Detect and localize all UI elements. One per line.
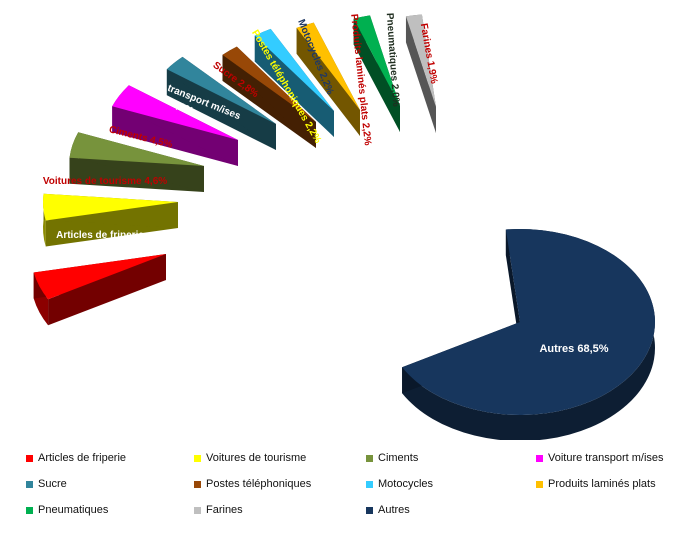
pie-slice-8 bbox=[296, 22, 360, 137]
legend-item: Sucre bbox=[26, 476, 67, 492]
legend-swatch bbox=[536, 480, 543, 488]
legend-label: Motocycles bbox=[378, 478, 434, 490]
pie-slice-2 bbox=[43, 193, 179, 247]
legend-item: Pneumatiques bbox=[26, 502, 108, 518]
legend-label: Postes téléphoniques bbox=[206, 478, 312, 490]
slice-data-label: Articles de friperie 4,9% bbox=[56, 230, 144, 254]
legend-label: Voitures de tourisme bbox=[206, 452, 307, 464]
pie-slice-7 bbox=[254, 28, 334, 138]
legend-item: Farines bbox=[194, 502, 243, 518]
legend-item: Voiture transport m/ises bbox=[536, 450, 664, 466]
legend-swatch bbox=[366, 506, 373, 514]
pie-chart: Articles de friperie 4,9% Voitures de tour… bbox=[33, 13, 656, 440]
legend-item: Postes téléphoniques bbox=[194, 476, 311, 492]
legend-item: Articles de friperie bbox=[26, 450, 126, 466]
legend-item: Motocycles bbox=[366, 476, 433, 492]
pie-slice-11 bbox=[402, 228, 656, 440]
legend-swatch bbox=[536, 454, 543, 462]
pie-slice-9 bbox=[353, 15, 400, 132]
legend-swatch bbox=[366, 454, 373, 462]
legend-label: Produits laminés plats bbox=[548, 478, 656, 490]
legend-swatch bbox=[366, 480, 373, 488]
legend-swatch bbox=[194, 454, 201, 462]
legend-label: Voiture transport m/ises bbox=[548, 452, 664, 464]
legend-item: Ciments bbox=[366, 450, 418, 466]
legend-swatch bbox=[194, 506, 201, 514]
slice-data-label: Autres 68,5% bbox=[539, 343, 608, 355]
pie-slice-1 bbox=[33, 254, 166, 326]
pie-slice-5 bbox=[166, 56, 276, 150]
legend-label: Autres bbox=[378, 504, 410, 516]
pie-slice-10 bbox=[405, 14, 436, 134]
legend-swatch bbox=[26, 480, 33, 488]
pie-slice-4 bbox=[112, 85, 238, 166]
legend-label: Sucre bbox=[38, 478, 67, 490]
legend-item: Produits laminés plats bbox=[536, 476, 656, 492]
legend-swatch bbox=[26, 454, 33, 462]
legend-item: Autres bbox=[366, 502, 410, 518]
chart-legend: Articles de friperie Voitures de tourisme… bbox=[26, 450, 676, 530]
legend-label: Pneumatiques bbox=[38, 504, 109, 516]
legend-label: Articles de friperie bbox=[38, 452, 127, 464]
pie-slice-6 bbox=[222, 46, 316, 148]
legend-label: Farines bbox=[206, 504, 243, 516]
legend-label: Ciments bbox=[378, 452, 419, 464]
legend-item: Voitures de tourisme bbox=[194, 450, 306, 466]
legend-swatch bbox=[194, 480, 201, 488]
pie-slice-3 bbox=[69, 132, 204, 192]
slice-data-label: Voitures de tourisme 4,6% bbox=[43, 176, 167, 187]
legend-swatch bbox=[26, 506, 33, 514]
